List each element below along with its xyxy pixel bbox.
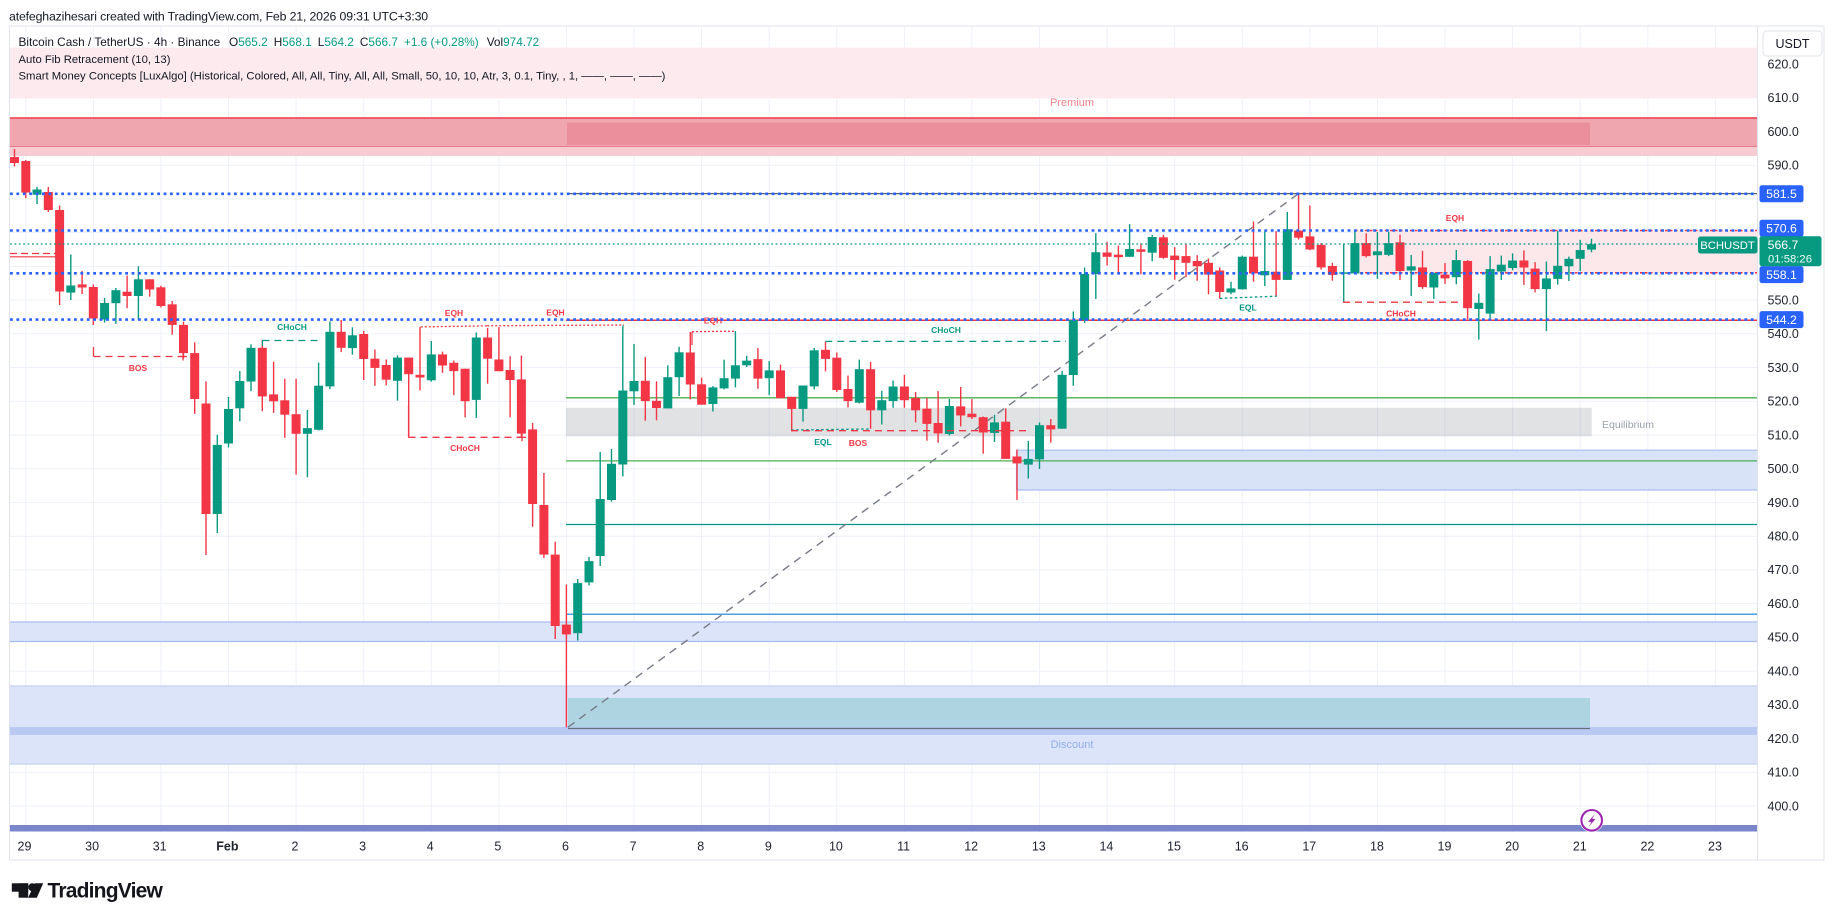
svg-text:18: 18: [1370, 840, 1384, 854]
svg-text:Equilibrium: Equilibrium: [1602, 419, 1654, 431]
svg-text:544.2: 544.2: [1766, 313, 1797, 327]
svg-text:BOS: BOS: [849, 438, 868, 448]
svg-text:400.0: 400.0: [1768, 799, 1799, 813]
svg-text:16: 16: [1235, 840, 1249, 854]
svg-text:2: 2: [292, 840, 299, 854]
svg-text:460.0: 460.0: [1768, 597, 1799, 611]
svg-text:12: 12: [964, 840, 978, 854]
svg-text:450.0: 450.0: [1768, 631, 1799, 645]
svg-text:Bitcoin Cash / TetherUS · 4h ·: Bitcoin Cash / TetherUS · 4h · Binance O5…: [19, 35, 540, 49]
svg-text:590.0: 590.0: [1768, 159, 1799, 173]
svg-text:19: 19: [1438, 840, 1452, 854]
svg-text:23: 23: [1708, 840, 1722, 854]
svg-text:USDT: USDT: [1775, 37, 1809, 51]
svg-text:570.6: 570.6: [1766, 222, 1797, 236]
svg-text:31: 31: [153, 840, 167, 854]
svg-text:430.0: 430.0: [1768, 698, 1799, 712]
svg-text:Discount: Discount: [1051, 739, 1094, 751]
svg-text:Feb: Feb: [216, 840, 239, 854]
svg-text:30: 30: [85, 840, 99, 854]
svg-text:490.0: 490.0: [1768, 496, 1799, 510]
svg-text:610.0: 610.0: [1768, 91, 1799, 105]
svg-text:8: 8: [697, 840, 704, 854]
svg-text:01:58:26: 01:58:26: [1768, 253, 1812, 265]
svg-text:22: 22: [1640, 840, 1654, 854]
svg-text:TradingView: TradingView: [48, 880, 164, 903]
svg-text:Premium: Premium: [1050, 97, 1094, 109]
svg-text:BOS: BOS: [129, 363, 148, 373]
svg-text:EQH: EQH: [445, 308, 463, 318]
svg-text:558.1: 558.1: [1766, 268, 1797, 282]
svg-text:BCHUSDT: BCHUSDT: [1700, 240, 1755, 252]
svg-text:470.0: 470.0: [1768, 563, 1799, 577]
svg-text:14: 14: [1099, 840, 1113, 854]
svg-text:581.5: 581.5: [1766, 187, 1797, 201]
svg-text:550.0: 550.0: [1768, 293, 1799, 307]
svg-text:420.0: 420.0: [1768, 732, 1799, 746]
svg-text:566.7: 566.7: [1768, 238, 1799, 252]
svg-text:510.0: 510.0: [1768, 428, 1799, 442]
svg-text:EQH: EQH: [1446, 213, 1464, 223]
svg-text:500.0: 500.0: [1768, 462, 1799, 476]
svg-text:EQL: EQL: [1239, 303, 1256, 313]
svg-text:15: 15: [1167, 840, 1181, 854]
svg-text:atefeghazihesari created with: atefeghazihesari created with TradingVie…: [9, 10, 428, 24]
svg-text:Auto Fib Retracement (10, 13): Auto Fib Retracement (10, 13): [19, 54, 171, 66]
svg-text:600.0: 600.0: [1768, 125, 1799, 139]
svg-text:620.0: 620.0: [1768, 57, 1799, 71]
svg-text:CHoCH: CHoCH: [450, 443, 480, 453]
svg-text:480.0: 480.0: [1768, 530, 1799, 544]
svg-text:6: 6: [562, 840, 569, 854]
svg-text:CHoCH: CHoCH: [931, 325, 961, 335]
svg-text:7: 7: [630, 840, 637, 854]
svg-text:CHoCH: CHoCH: [1386, 309, 1416, 319]
svg-text:3: 3: [359, 840, 366, 854]
svg-text:Smart Money Concepts [LuxAlgo]: Smart Money Concepts [LuxAlgo] (Historic…: [19, 71, 666, 83]
svg-text:13: 13: [1032, 840, 1046, 854]
svg-text:20: 20: [1505, 840, 1519, 854]
svg-text:4: 4: [427, 840, 434, 854]
svg-text:410.0: 410.0: [1768, 766, 1799, 780]
svg-text:440.0: 440.0: [1768, 664, 1799, 678]
svg-text:17: 17: [1302, 840, 1316, 854]
svg-text:EQH: EQH: [546, 308, 564, 318]
svg-text:530.0: 530.0: [1768, 361, 1799, 375]
svg-text:9: 9: [765, 840, 772, 854]
svg-text:EQH: EQH: [704, 316, 722, 326]
svg-text:29: 29: [18, 840, 32, 854]
svg-text:11: 11: [897, 840, 910, 854]
svg-text:EQL: EQL: [814, 437, 831, 447]
svg-text:CHoCH: CHoCH: [277, 322, 307, 332]
svg-text:21: 21: [1573, 840, 1587, 854]
svg-text:10: 10: [829, 840, 843, 854]
svg-text:520.0: 520.0: [1768, 395, 1799, 409]
svg-text:5: 5: [494, 840, 501, 854]
svg-text:540.0: 540.0: [1768, 327, 1799, 341]
